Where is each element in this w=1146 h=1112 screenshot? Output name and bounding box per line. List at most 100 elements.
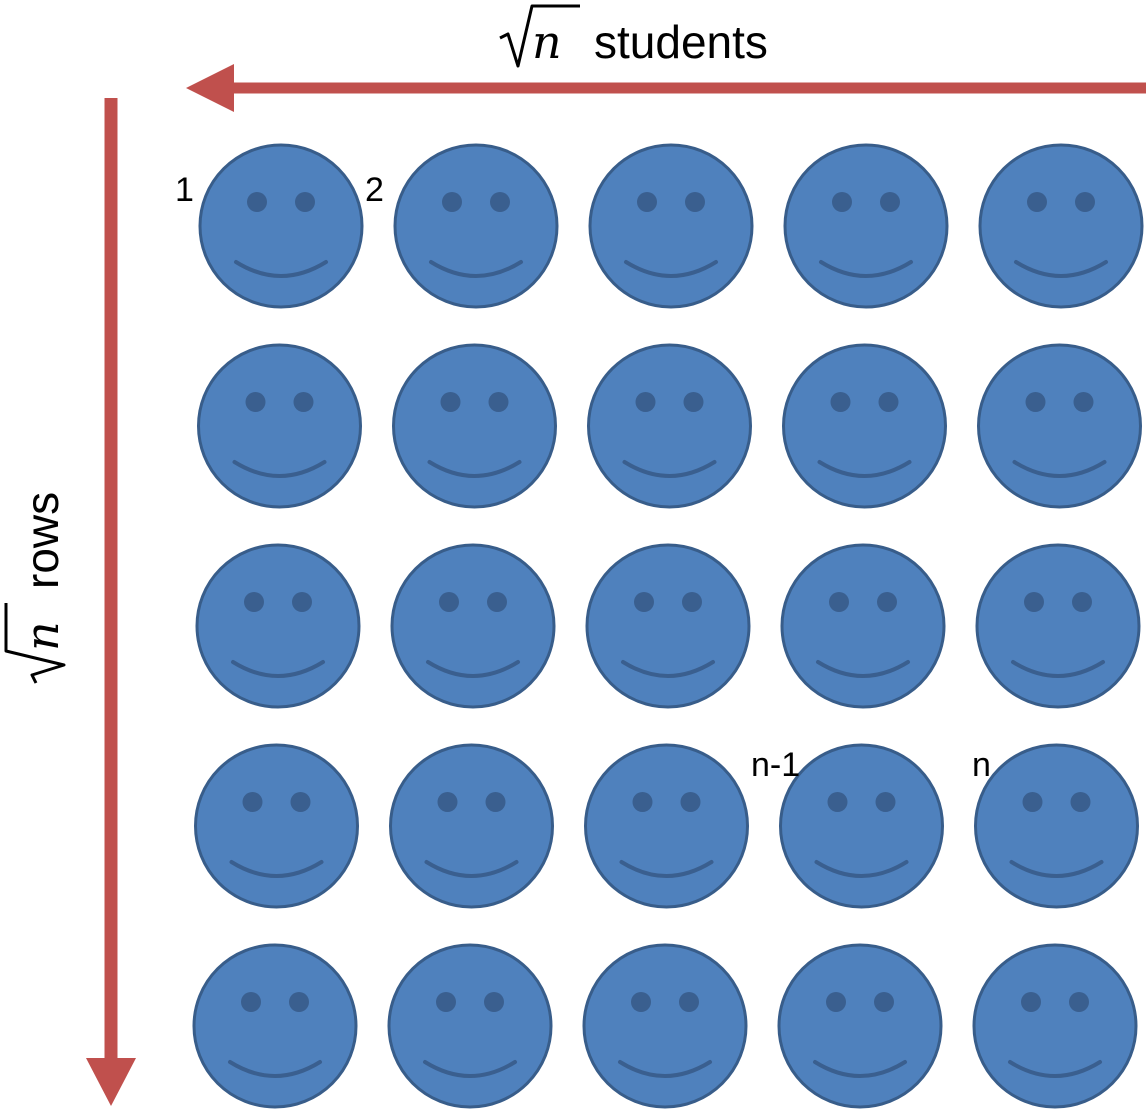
seat-label-n: n <box>972 746 991 784</box>
top-axis-symbol: n <box>532 15 562 69</box>
top-axis-label: n students <box>499 4 768 69</box>
smile-mouth <box>618 1060 712 1078</box>
face-circle <box>387 943 553 1109</box>
right-eye <box>488 392 509 412</box>
face-circle <box>972 943 1138 1109</box>
student-face-icon <box>975 543 1141 709</box>
right-eye <box>1072 592 1092 612</box>
seat-label-1: 1 <box>175 171 194 209</box>
left-eye <box>830 392 851 412</box>
left-eye <box>634 592 654 612</box>
left-eye <box>827 792 848 812</box>
face-circle <box>582 943 748 1109</box>
right-eye <box>875 792 896 812</box>
left-eye <box>437 792 458 812</box>
right-eye <box>874 992 894 1012</box>
smile-mouth <box>819 260 913 278</box>
face-circle <box>585 543 751 709</box>
left-eye <box>242 792 263 812</box>
left-eye <box>1024 592 1044 612</box>
left-axis-label: n rows <box>4 492 69 684</box>
face-circle <box>587 343 752 509</box>
top-arrowhead-icon <box>186 64 234 112</box>
face-circle <box>779 743 944 909</box>
left-eye <box>439 592 459 612</box>
right-eye <box>878 392 899 412</box>
left-eye <box>1025 392 1046 412</box>
student-face-icon <box>582 943 748 1109</box>
face-circle <box>588 143 754 309</box>
student-face-icon <box>393 143 559 309</box>
left-eye <box>244 592 264 612</box>
right-eye <box>679 992 699 1012</box>
face-circle <box>584 743 749 909</box>
student-face-icon <box>978 143 1144 309</box>
right-eye <box>1069 992 1089 1012</box>
right-eye <box>680 792 701 812</box>
student-face-icon <box>584 743 749 909</box>
student-face-icon <box>974 743 1139 909</box>
face-circle <box>390 543 556 709</box>
student-grid <box>192 143 1144 1109</box>
student-face-icon <box>194 743 359 909</box>
smile-mouth <box>1011 660 1105 678</box>
left-eye <box>632 792 653 812</box>
left-eye <box>1021 992 1041 1012</box>
smile-mouth <box>621 660 715 678</box>
face-circle <box>977 343 1142 509</box>
smile-mouth <box>231 660 325 678</box>
left-eye <box>1027 192 1047 212</box>
face-circle <box>389 743 554 909</box>
seat-label-n-minus-1: n-1 <box>751 746 800 784</box>
smile-mouth <box>816 660 910 678</box>
student-face-icon <box>197 343 362 509</box>
right-eye <box>682 592 702 612</box>
smile-mouth <box>228 1060 322 1078</box>
face-circle <box>782 343 947 509</box>
smile-mouth <box>619 860 714 878</box>
left-eye <box>442 192 462 212</box>
face-circle <box>197 343 362 509</box>
smile-mouth <box>423 1060 517 1078</box>
sqrt-sign-icon <box>4 603 66 684</box>
face-circle <box>195 543 361 709</box>
student-face-icon <box>777 943 943 1109</box>
smile-mouth <box>814 860 909 878</box>
student-face-icon <box>195 543 361 709</box>
right-eye <box>289 992 309 1012</box>
right-eye <box>290 792 311 812</box>
smile-mouth <box>813 1060 907 1078</box>
left-eye <box>247 192 267 212</box>
top-axis-text: students <box>594 16 768 68</box>
student-face-icon <box>587 343 752 509</box>
right-eye <box>484 992 504 1012</box>
left-eye <box>436 992 456 1012</box>
right-eye <box>293 392 314 412</box>
face-circle <box>198 143 364 309</box>
smile-mouth <box>426 660 520 678</box>
right-eye <box>1075 192 1095 212</box>
left-arrowhead-icon <box>86 1058 136 1106</box>
face-circle <box>783 143 949 309</box>
right-eye <box>490 192 510 212</box>
left-eye <box>832 192 852 212</box>
left-eye <box>635 392 656 412</box>
smile-mouth <box>229 860 324 878</box>
face-circle <box>974 743 1139 909</box>
student-face-icon <box>782 343 947 509</box>
student-face-icon <box>972 943 1138 1109</box>
right-eye <box>880 192 900 212</box>
face-circle <box>975 543 1141 709</box>
right-eye <box>1073 392 1094 412</box>
smile-mouth <box>817 460 912 478</box>
left-eye <box>637 192 657 212</box>
right-eye <box>292 592 312 612</box>
smile-mouth <box>1014 260 1108 278</box>
right-eye <box>877 592 897 612</box>
face-circle <box>393 143 559 309</box>
student-face-icon <box>390 543 556 709</box>
left-eye <box>245 392 266 412</box>
face-circle <box>194 743 359 909</box>
left-eye <box>241 992 261 1012</box>
